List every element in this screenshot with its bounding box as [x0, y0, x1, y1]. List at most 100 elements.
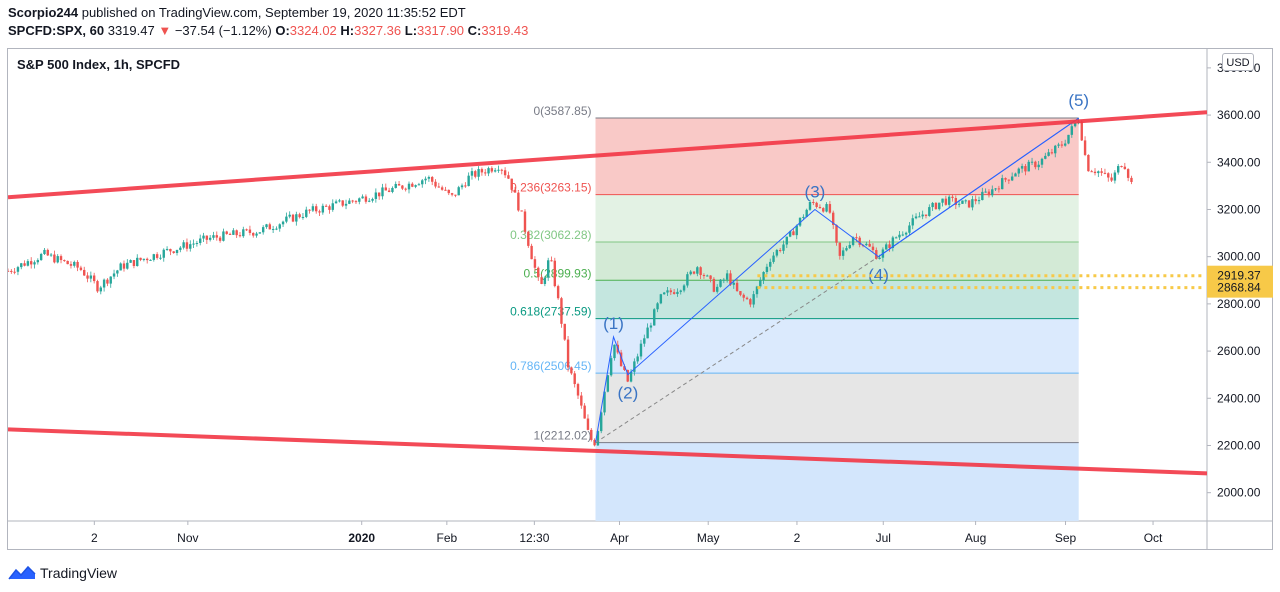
- candle-body: [112, 273, 116, 277]
- candle-body: [1097, 171, 1100, 174]
- tradingview-brand[interactable]: TradingView: [40, 565, 118, 581]
- candle-body: [192, 243, 195, 245]
- candle-body: [1120, 166, 1123, 168]
- candle-body: [265, 224, 268, 228]
- candle-body: [699, 267, 702, 276]
- candle-body: [149, 259, 152, 261]
- price-level-label: 2868.84: [1217, 281, 1261, 295]
- candle-body: [775, 250, 779, 256]
- candle-body: [546, 260, 550, 278]
- candle-body: [484, 172, 487, 174]
- y-tick-label: 3200.00: [1217, 202, 1261, 216]
- candle-body: [904, 232, 908, 235]
- currency-button[interactable]: USD: [1222, 53, 1254, 71]
- candle-body: [1024, 166, 1027, 172]
- price-axis[interactable]: 2000.00 2200.00 2400.00 2600.00 2800.00 3000.…: [1207, 61, 1261, 500]
- candle-body: [1073, 123, 1077, 127]
- candle-body: [69, 264, 73, 266]
- published-text: published on TradingView.com, September …: [81, 5, 466, 20]
- fib-level-label: 0(3587.85): [533, 104, 591, 118]
- candle-body: [281, 221, 285, 225]
- candle-body: [901, 234, 904, 236]
- candle-body: [391, 187, 394, 192]
- wave-2-4-dashed-line[interactable]: [595, 256, 879, 444]
- candle-body: [692, 271, 696, 274]
- candle-body: [195, 243, 199, 245]
- candle-body: [500, 169, 503, 171]
- candle-body: [136, 257, 139, 267]
- candle-body: [802, 216, 805, 218]
- candle-body: [1017, 168, 1020, 174]
- trend-channel[interactable]: [8, 110, 1207, 476]
- candle-body: [984, 191, 987, 193]
- candle-body: [328, 206, 331, 210]
- candle-body: [1093, 171, 1097, 174]
- candle-body: [1027, 161, 1030, 172]
- candle-body: [553, 260, 557, 287]
- time-axis[interactable]: 2 Nov 2020 Feb 12:30 Apr May 2 Jul Aug Sep Oct: [91, 521, 1163, 545]
- author-name[interactable]: Scorpio244: [8, 5, 79, 20]
- candle-body: [885, 244, 888, 250]
- candle-body: [888, 244, 891, 248]
- open-label: O:: [275, 23, 290, 38]
- candle-body: [785, 236, 789, 245]
- candle-body: [348, 200, 351, 204]
- candle-body: [364, 196, 368, 202]
- candle-body: [122, 263, 126, 269]
- candle-body: [208, 237, 212, 240]
- candle-body: [288, 214, 291, 217]
- candle-body: [102, 279, 106, 288]
- candle-body: [341, 200, 344, 206]
- candle-body: [1040, 158, 1044, 165]
- candle-body: [427, 177, 431, 179]
- channel-lower-line[interactable]: [8, 427, 1207, 476]
- candle-body: [649, 325, 653, 328]
- candle-body: [961, 200, 964, 204]
- candle-body: [374, 192, 378, 199]
- candle-body: [686, 274, 689, 286]
- candle-body: [444, 189, 447, 191]
- candle-body: [537, 267, 540, 278]
- candle-body: [238, 235, 242, 237]
- candle-body: [63, 260, 66, 262]
- candle-body: [653, 309, 656, 326]
- candle-body: [1010, 176, 1014, 181]
- candle-body: [563, 323, 566, 340]
- candle-body: [662, 292, 666, 295]
- candle-body: [371, 198, 374, 201]
- candle-body: [550, 260, 553, 262]
- candle-body: [430, 177, 434, 182]
- channel-upper-line[interactable]: [8, 110, 1207, 200]
- candle-body: [162, 249, 165, 258]
- candle-body: [566, 339, 570, 368]
- candle-body: [520, 210, 523, 212]
- candle-body: [540, 277, 543, 285]
- wave-4-5-line[interactable]: [878, 117, 1079, 258]
- chart-frame[interactable]: [7, 48, 1273, 550]
- x-tick-label: May: [697, 531, 720, 545]
- candle-body: [454, 194, 457, 196]
- candle-body: [106, 279, 109, 284]
- candle-body: [679, 290, 682, 292]
- candle-body: [1030, 161, 1034, 163]
- candle-body: [354, 201, 358, 203]
- candle-body: [1060, 144, 1064, 146]
- candle-body: [669, 290, 673, 293]
- candle-body: [583, 405, 586, 419]
- elliott-wave[interactable]: (1)(2)(3)(4)(5): [595, 91, 1090, 444]
- candle-body: [53, 254, 56, 263]
- candle-body: [361, 196, 364, 199]
- fib-zone: [595, 280, 1079, 319]
- fib-level-label: 0.618(2737.59): [510, 305, 591, 319]
- symbol-label[interactable]: SPCFD:SPX, 60: [8, 23, 105, 38]
- candle-body: [1047, 152, 1050, 156]
- candle-body: [1123, 166, 1127, 170]
- candle-body: [8, 270, 10, 272]
- candle-body: [623, 366, 626, 370]
- candle-body: [656, 303, 659, 310]
- candle-body: [871, 246, 875, 251]
- candle-body: [928, 207, 931, 216]
- candle-body: [59, 256, 63, 261]
